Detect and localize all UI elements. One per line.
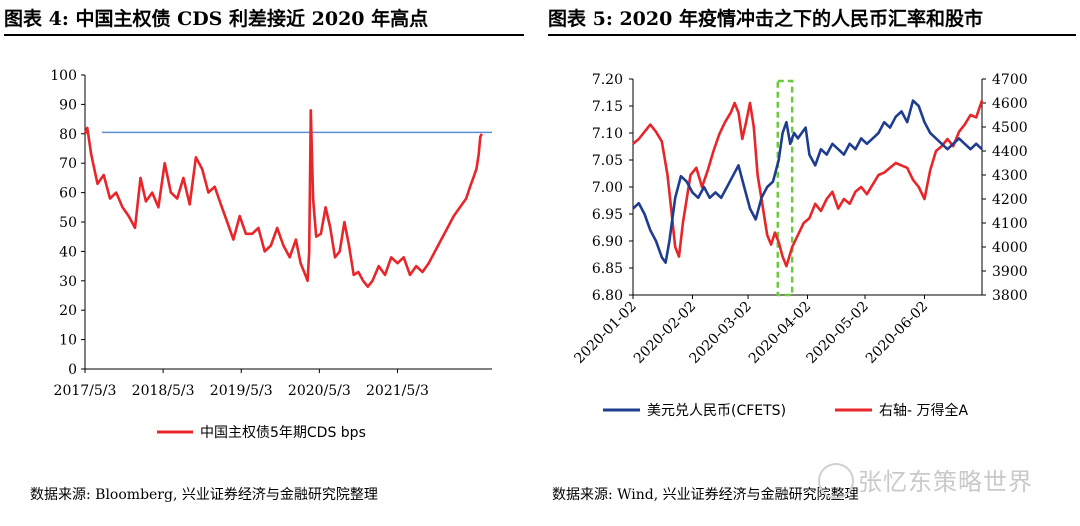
- x-tick-label: 2017/5/3: [54, 383, 117, 399]
- y-tick-label: 100: [50, 68, 77, 84]
- right-y-tick-label: 4400: [992, 144, 1028, 160]
- left-y-tick-label: 7.00: [592, 180, 623, 196]
- right-y-tick-label: 4500: [992, 120, 1028, 136]
- x-tick-label: 2020-01-02: [571, 299, 639, 367]
- left-y-tick-label: 6.85: [592, 261, 623, 277]
- y-tick-label: 40: [59, 244, 77, 260]
- x-tick-label: 2018/5/3: [132, 383, 195, 399]
- right-source-note: 数据来源: Wind, 兴业证券经济与金融研究院整理: [552, 487, 859, 503]
- wechat-logo-icon: [818, 463, 854, 499]
- left-y-tick-label: 7.15: [592, 99, 623, 115]
- right-y-tick-label: 4300: [992, 168, 1028, 184]
- right-y-tick-label: 4000: [992, 240, 1028, 256]
- legend-label: 中国主权债5年期CDS bps: [200, 425, 366, 441]
- highlight-box: [776, 79, 794, 297]
- wind-a-series-line: [632, 100, 984, 268]
- right-y-tick-label: 4100: [992, 216, 1028, 232]
- left-title-rule: [4, 34, 524, 36]
- legend-label-wind-a: 右轴- 万得全A: [879, 402, 969, 419]
- y-tick-label: 10: [59, 333, 77, 349]
- y-tick-label: 60: [59, 186, 77, 202]
- y-tick-label: 0: [68, 362, 77, 378]
- left-y-tick-label: 6.80: [592, 288, 623, 304]
- left-y-tick-label: 7.20: [592, 72, 623, 88]
- left-source-note: 数据来源: Bloomberg, 兴业证券经济与金融研究院整理: [30, 487, 378, 503]
- x-tick-label: 2019/5/3: [210, 383, 273, 399]
- right-chart-title: 图表 5: 2020 年疫情冲击之下的人民币汇率和股市: [548, 8, 983, 30]
- usdcny-series-line: [632, 99, 983, 264]
- legend-label-usdcny: 美元兑人民币(CFETS): [647, 403, 786, 419]
- right-title-rule: [548, 34, 1076, 36]
- right-y-tick-label: 3900: [992, 264, 1028, 280]
- x-tick-label: 2021/5/3: [366, 383, 429, 399]
- y-tick-label: 90: [59, 97, 77, 113]
- cds-series-line: [83, 109, 483, 289]
- fx-equity-chart: 7.20 7.15 7.10 7.05 7.00 6.95 6.90 6.85 6.80 4700…: [571, 72, 1027, 419]
- y-tick-label: 70: [59, 156, 77, 172]
- y-tick-label: 50: [59, 215, 77, 231]
- x-tick-label: 2020/5/3: [288, 383, 351, 399]
- right-y-tick-label: 4600: [992, 96, 1028, 112]
- right-y-tick-label: 4200: [992, 192, 1028, 208]
- left-y-tick-label: 7.10: [592, 126, 623, 142]
- right-y-tick-label: 4700: [992, 72, 1028, 88]
- left-y-tick-label: 6.90: [592, 234, 623, 250]
- x-tick-label: 2020-05-02: [803, 299, 871, 367]
- left-y-tick-label: 7.05: [592, 153, 623, 169]
- left-y-tick-label: 6.95: [592, 207, 623, 223]
- y-tick-label: 20: [59, 303, 77, 319]
- right-y-tick-label: 3800: [992, 288, 1028, 304]
- watermark-text: 张忆东策略世界: [858, 468, 1033, 496]
- y-tick-label: 80: [59, 127, 77, 143]
- x-tick-label: 2020-06-02: [863, 299, 931, 367]
- left-chart-title: 图表 4: 中国主权债 CDS 利差接近 2020 年高点: [4, 8, 429, 30]
- y-tick-label: 30: [59, 274, 77, 290]
